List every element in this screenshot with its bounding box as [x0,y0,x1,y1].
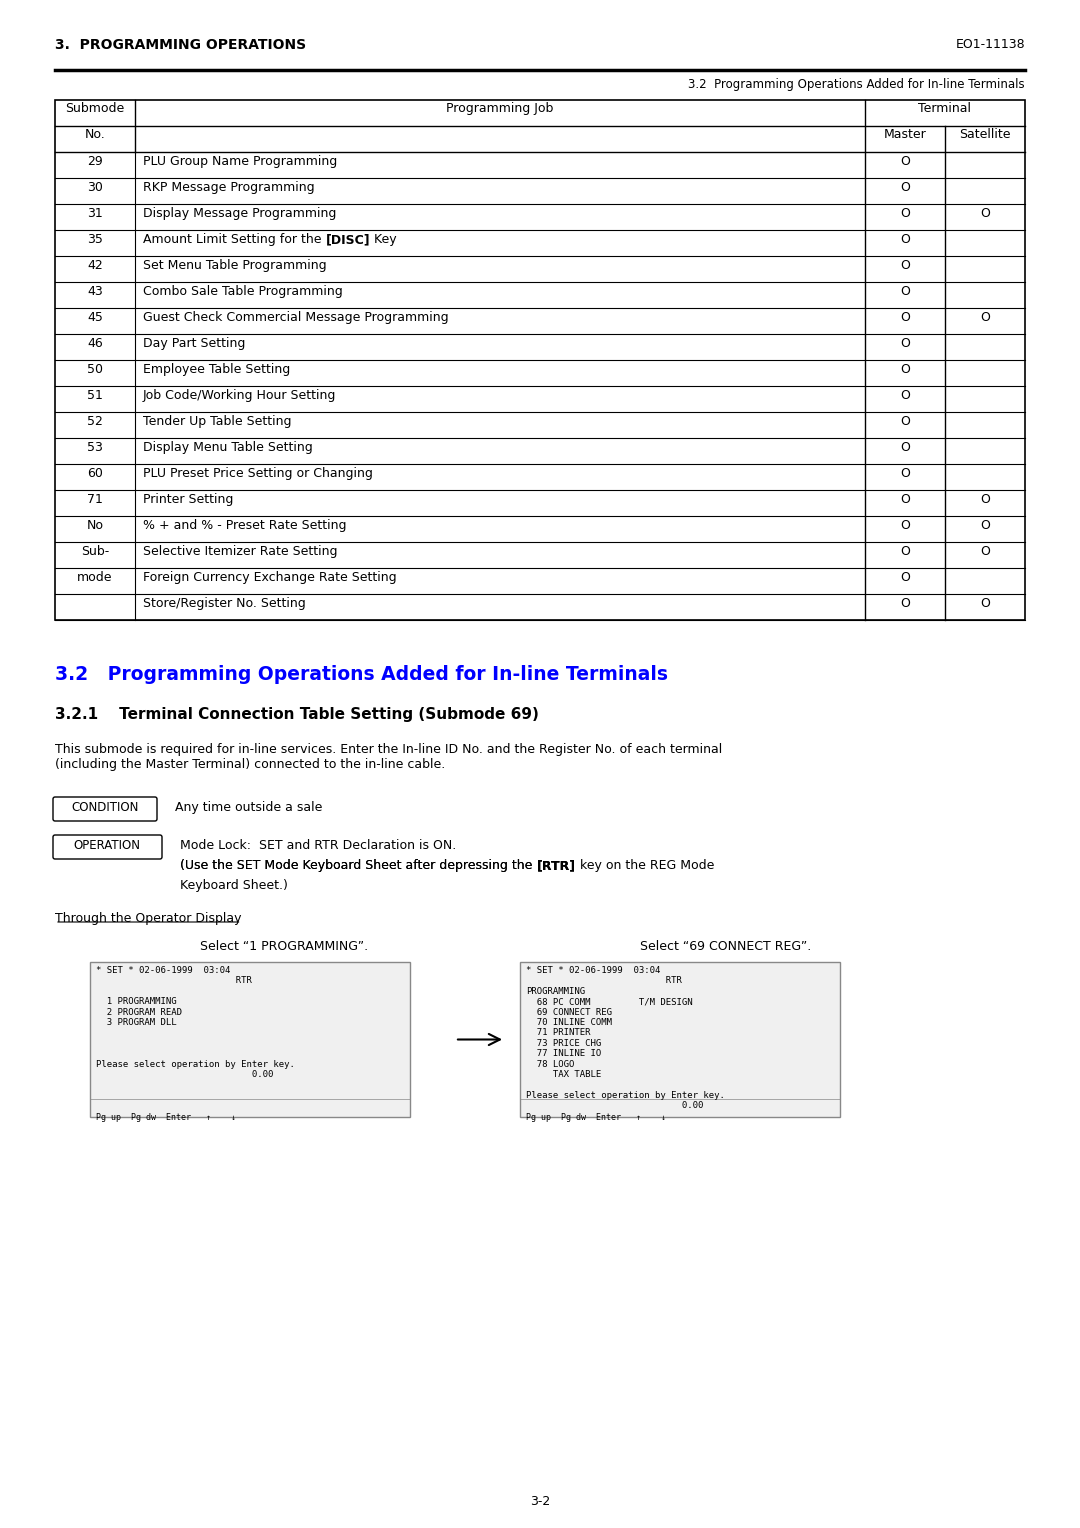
Text: O: O [900,364,910,376]
Text: Select “1 PROGRAMMING”.: Select “1 PROGRAMMING”. [200,940,368,953]
Text: Sub-: Sub- [81,545,109,558]
Text: Master: Master [883,128,927,141]
Text: [DISC]: [DISC] [325,232,370,246]
Text: O: O [900,232,910,246]
Text: * SET * 02-06-1999  03:04
                          RTR

  1 PROGRAMMING
  2 PRO: * SET * 02-06-1999 03:04 RTR 1 PROGRAMMI… [96,966,295,1079]
Text: O: O [900,416,910,428]
Text: O: O [980,494,990,506]
Text: CONDITION: CONDITION [71,801,138,814]
Text: (Use the SET Mode Keyboard Sheet after depressing the: (Use the SET Mode Keyboard Sheet after d… [180,859,537,872]
Text: Set Menu Table Programming: Set Menu Table Programming [143,260,326,272]
Text: 42: 42 [87,260,103,272]
Text: Foreign Currency Exchange Rate Setting: Foreign Currency Exchange Rate Setting [143,571,396,584]
Text: Employee Table Setting: Employee Table Setting [143,364,291,376]
Text: 29: 29 [87,154,103,168]
Text: No.: No. [84,128,106,141]
Text: Printer Setting: Printer Setting [143,494,233,506]
Text: 30: 30 [87,180,103,194]
Text: 52: 52 [87,416,103,428]
Text: Key: Key [370,232,396,246]
Text: O: O [980,545,990,558]
Text: 35: 35 [87,232,103,246]
Text: EO1-11138: EO1-11138 [956,38,1025,50]
Text: O: O [900,260,910,272]
Text: * SET * 02-06-1999  03:04
                          RTR
PROGRAMMING
  68 PC COMM: * SET * 02-06-1999 03:04 RTR PROGRAMMING… [526,966,725,1111]
Text: Satellite: Satellite [959,128,1011,141]
Text: 45: 45 [87,312,103,324]
Text: Selective Itemizer Rate Setting: Selective Itemizer Rate Setting [143,545,337,558]
Text: PLU Preset Price Setting or Changing: PLU Preset Price Setting or Changing [143,468,373,480]
Text: O: O [980,597,990,610]
Text: O: O [900,545,910,558]
Text: Mode Lock:  SET and RTR Declaration is ON.: Mode Lock: SET and RTR Declaration is ON… [180,839,456,853]
Text: Amount Limit Setting for the: Amount Limit Setting for the [143,232,325,246]
Text: 71: 71 [87,494,103,506]
Text: 51: 51 [87,390,103,402]
Text: O: O [900,338,910,350]
Text: Submode: Submode [66,102,124,115]
Text: Terminal: Terminal [918,102,972,115]
Text: mode: mode [78,571,112,584]
Text: Through the Operator Display: Through the Operator Display [55,912,242,924]
Text: [RTR]: [RTR] [537,859,576,872]
Text: Day Part Setting: Day Part Setting [143,338,245,350]
Text: 31: 31 [87,206,103,220]
Text: 53: 53 [87,442,103,454]
Text: O: O [900,468,910,480]
Text: O: O [980,312,990,324]
Text: O: O [900,571,910,584]
Text: Programming Job: Programming Job [446,102,554,115]
Text: 3-2: 3-2 [530,1494,550,1508]
Text: Pg up  Pg dw  Enter   ↑    ↓: Pg up Pg dw Enter ↑ ↓ [526,1112,666,1122]
Text: Guest Check Commercial Message Programming: Guest Check Commercial Message Programmi… [143,312,448,324]
Text: This submode is required for in-line services. Enter the In-line ID No. and the : This submode is required for in-line ser… [55,743,723,772]
Text: O: O [900,494,910,506]
Text: O: O [900,312,910,324]
Text: Display Message Programming: Display Message Programming [143,206,336,220]
Text: 60: 60 [87,468,103,480]
Text: Job Code/Working Hour Setting: Job Code/Working Hour Setting [143,390,336,402]
Text: O: O [900,206,910,220]
Text: % + and % - Preset Rate Setting: % + and % - Preset Rate Setting [143,520,347,532]
Text: key on the REG Mode: key on the REG Mode [576,859,714,872]
Text: (Use the SET Mode Keyboard Sheet after depressing the: (Use the SET Mode Keyboard Sheet after d… [180,859,537,872]
Text: Display Menu Table Setting: Display Menu Table Setting [143,442,313,454]
Bar [55,99,1025,620]
Bar [519,963,840,1117]
Text: 3.2   Programming Operations Added for In-line Terminals: 3.2 Programming Operations Added for In-… [55,665,669,685]
Text: [RTR]: [RTR] [537,859,576,872]
Text: O: O [900,597,910,610]
Text: No: No [86,520,104,532]
Text: O: O [900,286,910,298]
Text: 3.  PROGRAMMING OPERATIONS: 3. PROGRAMMING OPERATIONS [55,38,306,52]
Text: 3.2  Programming Operations Added for In-line Terminals: 3.2 Programming Operations Added for In-… [688,78,1025,92]
Text: O: O [980,206,990,220]
Text: Pg up  Pg dw  Enter   ↑    ↓: Pg up Pg dw Enter ↑ ↓ [96,1112,237,1122]
Text: RKP Message Programming: RKP Message Programming [143,180,314,194]
Text: Any time outside a sale: Any time outside a sale [175,801,322,814]
Text: O: O [900,180,910,194]
Text: 46: 46 [87,338,103,350]
Text: O: O [980,520,990,532]
Text: Combo Sale Table Programming: Combo Sale Table Programming [143,286,342,298]
Text: Keyboard Sheet.): Keyboard Sheet.) [180,879,288,892]
Text: PLU Group Name Programming: PLU Group Name Programming [143,154,337,168]
Text: 43: 43 [87,286,103,298]
Text: O: O [900,442,910,454]
Text: 3.2.1    Terminal Connection Table Setting (Submode 69): 3.2.1 Terminal Connection Table Setting … [55,707,539,723]
Text: OPERATION: OPERATION [73,839,140,853]
Text: O: O [900,390,910,402]
Text: Tender Up Table Setting: Tender Up Table Setting [143,416,292,428]
Text: 50: 50 [87,364,103,376]
Text: O: O [900,520,910,532]
Text: O: O [900,154,910,168]
Text: Store/Register No. Setting: Store/Register No. Setting [143,597,306,610]
Bar [90,963,410,1117]
Text: Select “69 CONNECT REG”.: Select “69 CONNECT REG”. [640,940,811,953]
